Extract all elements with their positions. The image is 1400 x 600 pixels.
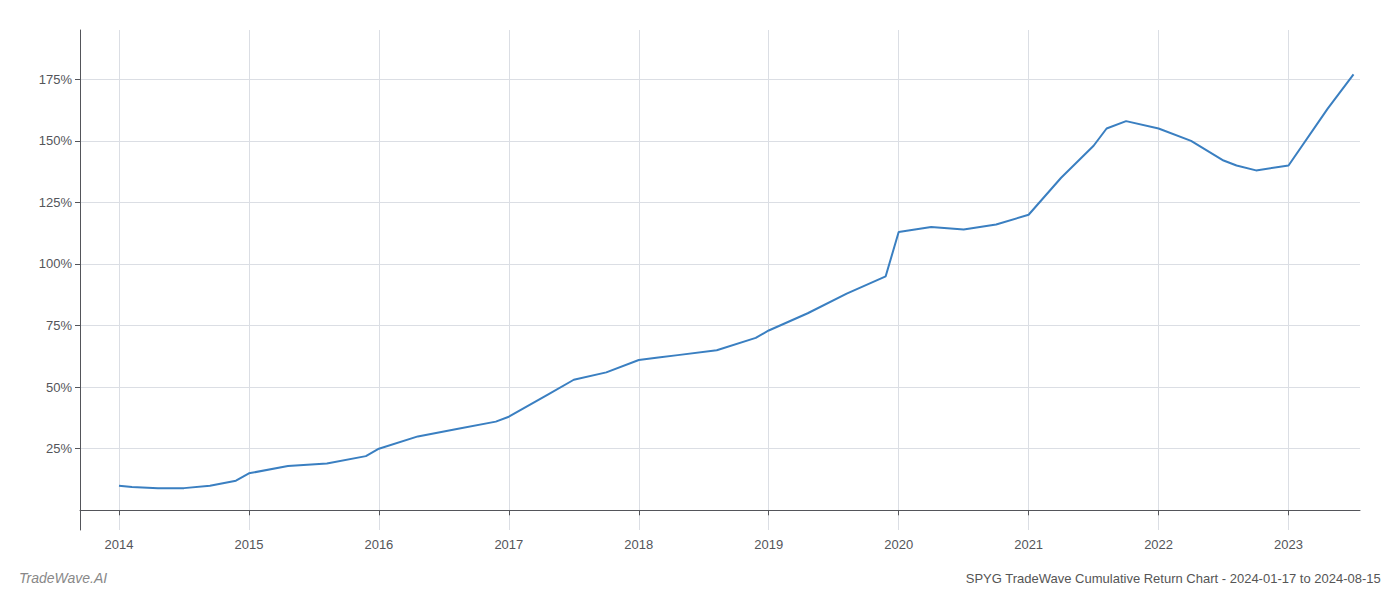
svg-text:150%: 150% [39,133,73,148]
svg-text:2019: 2019 [754,537,783,552]
svg-text:2020: 2020 [884,537,913,552]
svg-text:2022: 2022 [1144,537,1173,552]
svg-text:2015: 2015 [234,537,263,552]
svg-text:2016: 2016 [364,537,393,552]
svg-text:100%: 100% [39,256,73,271]
svg-text:125%: 125% [39,195,73,210]
svg-text:2023: 2023 [1274,537,1303,552]
svg-text:2018: 2018 [624,537,653,552]
svg-text:75%: 75% [46,318,72,333]
svg-text:25%: 25% [46,441,72,456]
svg-text:TradeWave.AI: TradeWave.AI [19,570,107,586]
svg-text:SPYG TradeWave Cumulative Retu: SPYG TradeWave Cumulative Return Chart -… [966,571,1381,586]
svg-text:2014: 2014 [105,537,134,552]
svg-text:2021: 2021 [1014,537,1043,552]
svg-text:2017: 2017 [494,537,523,552]
svg-text:50%: 50% [46,380,72,395]
svg-text:175%: 175% [39,72,73,87]
